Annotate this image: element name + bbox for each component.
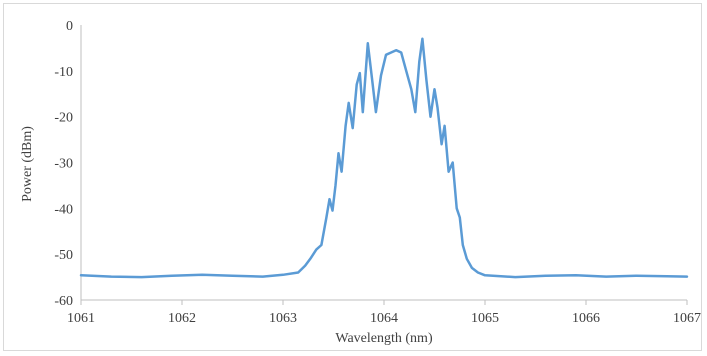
x-axis-title: Wavelength (nm) [335, 331, 433, 346]
x-tick-label: 1064 [370, 311, 398, 326]
x-tick-label: 1063 [269, 311, 297, 326]
y-tick-label: -20 [54, 111, 73, 126]
y-tick-label: -10 [54, 65, 73, 80]
y-tick-label: -50 [54, 248, 73, 263]
y-tick-label: -40 [54, 202, 73, 217]
x-tick-label: 1061 [67, 311, 95, 326]
y-tick-label: 0 [66, 19, 73, 34]
line-chart: 0 -10 -20 -30 -40 -50 -60 1061 1062 1063 1064 1065… [20, 19, 701, 346]
x-tick-label: 1066 [572, 311, 600, 326]
x-axis-ticks: 1061 1062 1063 1064 1065 1066 1067 [67, 300, 701, 326]
series-line [79, 37, 689, 279]
x-tick-label: 1067 [673, 311, 701, 326]
y-tick-label: -60 [54, 294, 73, 309]
x-tick-label: 1065 [471, 311, 499, 326]
y-axis-ticks: 0 -10 -20 -30 -40 -50 -60 [54, 19, 73, 309]
y-axis-title: Power (dBm) [20, 126, 35, 202]
chart-frame: 0 -10 -20 -30 -40 -50 -60 1061 1062 1063 1064 1065… [3, 3, 702, 351]
plot-area [79, 25, 689, 301]
x-tick-label: 1062 [168, 311, 196, 326]
y-tick-label: -30 [54, 157, 73, 172]
